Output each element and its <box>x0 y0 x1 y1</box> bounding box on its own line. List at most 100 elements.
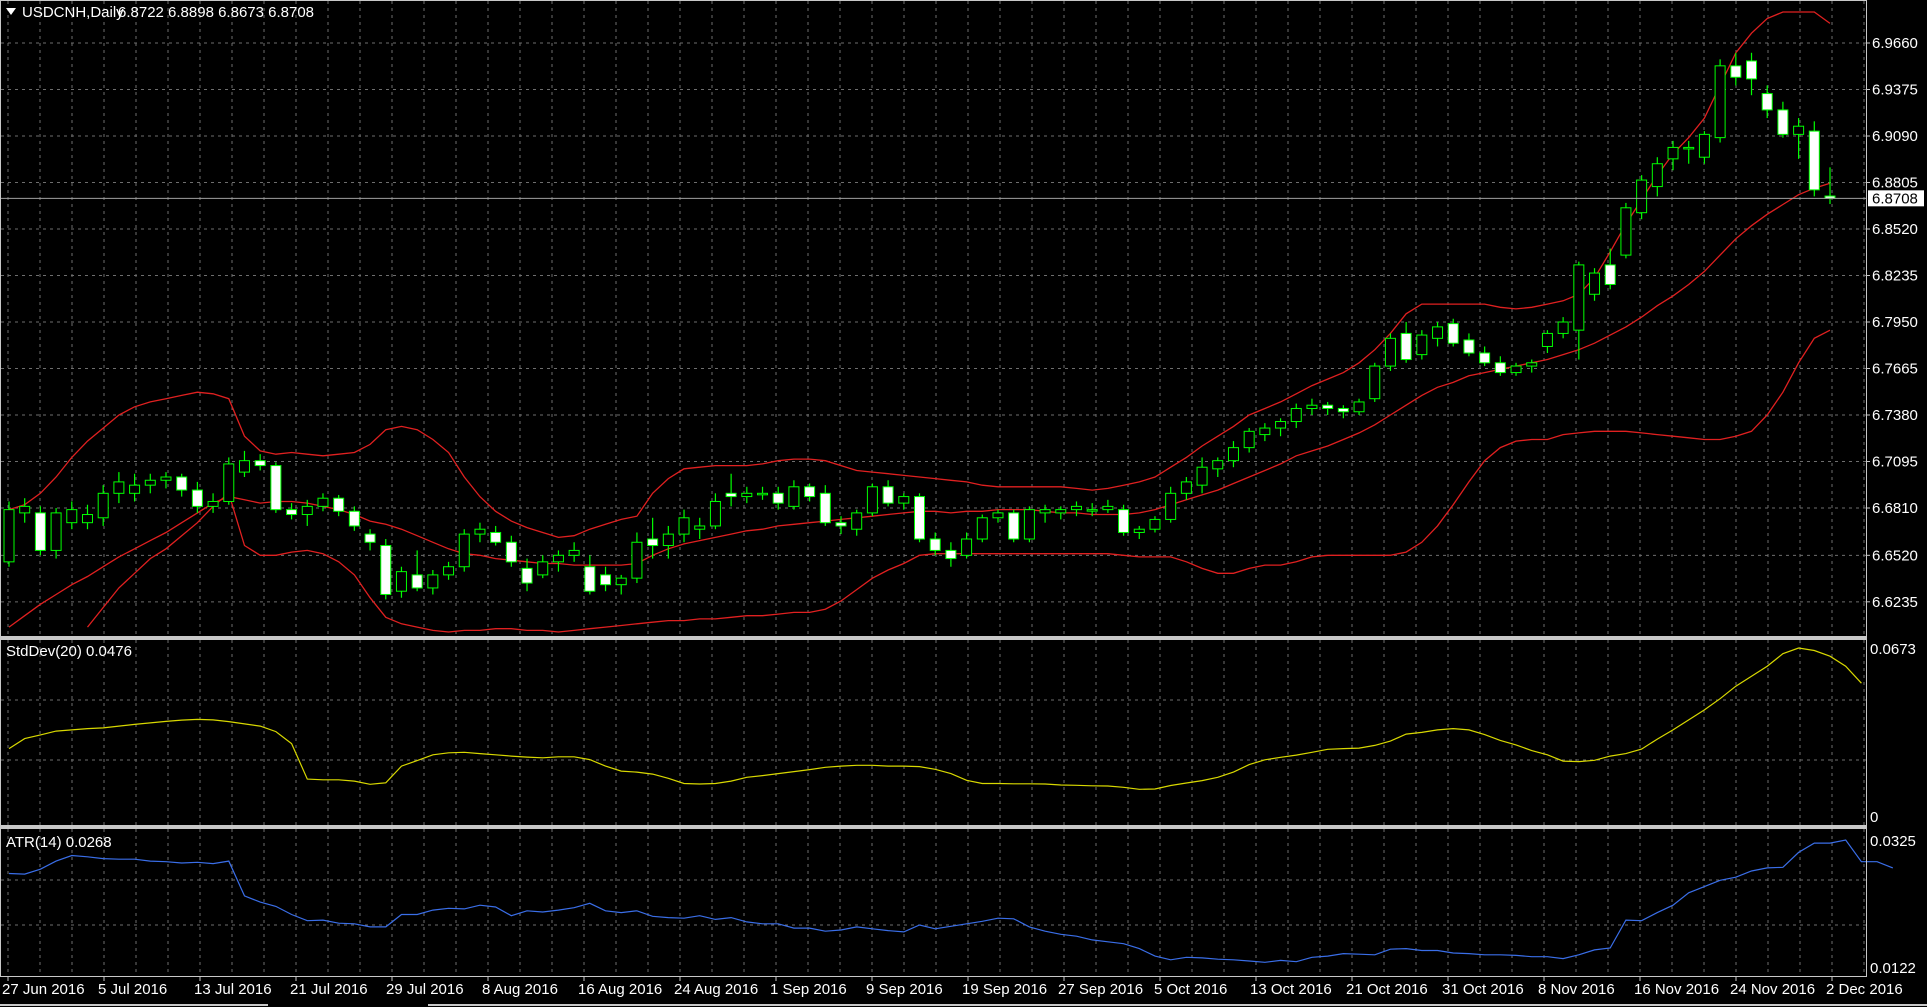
candle <box>1306 398 1318 415</box>
time-tick-label: 29 Jul 2016 <box>386 981 464 998</box>
candle <box>1196 457 1208 494</box>
candle-body-bear <box>772 492 784 504</box>
candle <box>1432 322 1444 347</box>
candle-body-bear <box>1777 109 1789 135</box>
candle <box>568 542 580 562</box>
current-price-label: 6.8708 <box>1872 190 1918 207</box>
candle-body-bear <box>1604 264 1616 285</box>
candle-body-bull <box>1275 421 1287 429</box>
candle <box>1102 499 1114 513</box>
candle <box>1275 418 1287 437</box>
collapse-triangle-icon[interactable] <box>6 8 16 15</box>
atr-line <box>8 839 1894 963</box>
candle-body-bull <box>992 512 1004 519</box>
candle-body-bull <box>741 492 753 498</box>
candle-body-bear <box>819 492 831 524</box>
candle-body-bull <box>427 574 439 589</box>
candle-body-bull <box>1290 407 1302 423</box>
candle <box>160 472 172 489</box>
candle <box>395 566 407 598</box>
candle-body-bull <box>662 533 674 547</box>
price-tick-label: 6.7380 <box>1872 407 1918 424</box>
candle-body-bull <box>1667 146 1679 160</box>
candle-body-bull <box>1714 65 1726 139</box>
bollinger-upper-line <box>8 11 1831 539</box>
candle <box>427 570 439 595</box>
ohlc-label: 6.8722 6.8898 6.8673 6.8708 <box>118 4 314 21</box>
time-tick-label: 1 Sep 2016 <box>770 981 847 998</box>
candle <box>1447 318 1459 347</box>
time-tick-label: 16 Nov 2016 <box>1634 981 1719 998</box>
time-tick-label: 21 Jul 2016 <box>290 981 368 998</box>
candle <box>961 532 973 559</box>
candle-body-bull <box>1070 505 1082 511</box>
time-tick-label: 8 Nov 2016 <box>1538 981 1615 998</box>
candle <box>1651 157 1663 197</box>
candle <box>1384 333 1396 371</box>
candle <box>144 473 156 494</box>
candle-body-bull <box>898 496 910 504</box>
candle-body-bear <box>505 541 517 563</box>
candle-body-bear <box>1494 362 1506 374</box>
candle <box>584 555 596 595</box>
stddev-top-label: 0.0673 <box>1870 641 1916 658</box>
candle <box>129 473 141 502</box>
price-tick-label: 6.8235 <box>1872 268 1918 285</box>
candle-body-bull <box>709 500 721 527</box>
candle-body-bear <box>521 567 533 584</box>
candle <box>1086 503 1098 517</box>
candle-body-bull <box>1086 509 1098 512</box>
candle-body-bear <box>584 566 596 592</box>
candle <box>238 450 250 477</box>
candle <box>1698 131 1710 164</box>
time-tick-label: 27 Jun 2016 <box>2 981 85 998</box>
candle-body-bear <box>348 510 360 527</box>
candle <box>647 517 659 559</box>
candle-body-bull <box>537 561 549 576</box>
stddev-bottom-label: 0 <box>1870 809 1878 826</box>
candle-body-bear <box>835 522 847 527</box>
atr-top-label: 0.0325 <box>1870 833 1916 850</box>
candle-body-bull <box>113 481 125 494</box>
candle <box>866 483 878 517</box>
candle-body-bull <box>1541 332 1553 347</box>
candle <box>34 506 46 556</box>
candle <box>1526 359 1538 373</box>
price-tick-label: 6.9660 <box>1872 35 1918 52</box>
candle <box>1746 52 1758 96</box>
candle <box>176 473 188 497</box>
stddev-line <box>8 647 1862 790</box>
candle <box>1730 52 1742 86</box>
candle-body-bear <box>725 492 737 498</box>
candle <box>521 558 533 592</box>
candle <box>191 481 203 513</box>
candle <box>1620 202 1632 259</box>
stddev-series-line <box>8 647 1862 790</box>
candle-body-bull <box>1698 133 1710 158</box>
candle <box>1416 330 1428 360</box>
candle <box>364 529 376 551</box>
candle <box>1133 525 1145 539</box>
candle-body-bull <box>615 577 627 586</box>
candle <box>286 503 298 520</box>
candle-body-bull <box>1620 207 1632 256</box>
candlesticks[interactable] <box>3 52 1836 600</box>
candle <box>1369 362 1381 402</box>
price-tick-label: 6.8805 <box>1872 175 1918 192</box>
candle <box>1118 504 1130 536</box>
candle-body-bear <box>882 486 894 504</box>
candle <box>1008 509 1020 543</box>
candle-body-bull <box>81 514 93 524</box>
candle-body-bear <box>490 531 502 543</box>
candle-body-bear <box>380 545 392 595</box>
candle <box>97 485 109 526</box>
candle-body-bull <box>1023 509 1035 540</box>
candle-body-bull <box>788 486 800 507</box>
candle <box>1463 333 1475 357</box>
candle-body-bull <box>1573 264 1585 331</box>
candle-body-bear <box>945 549 957 560</box>
candle <box>1243 428 1255 453</box>
candle-body-bull <box>1589 272 1601 295</box>
candle <box>914 493 925 543</box>
